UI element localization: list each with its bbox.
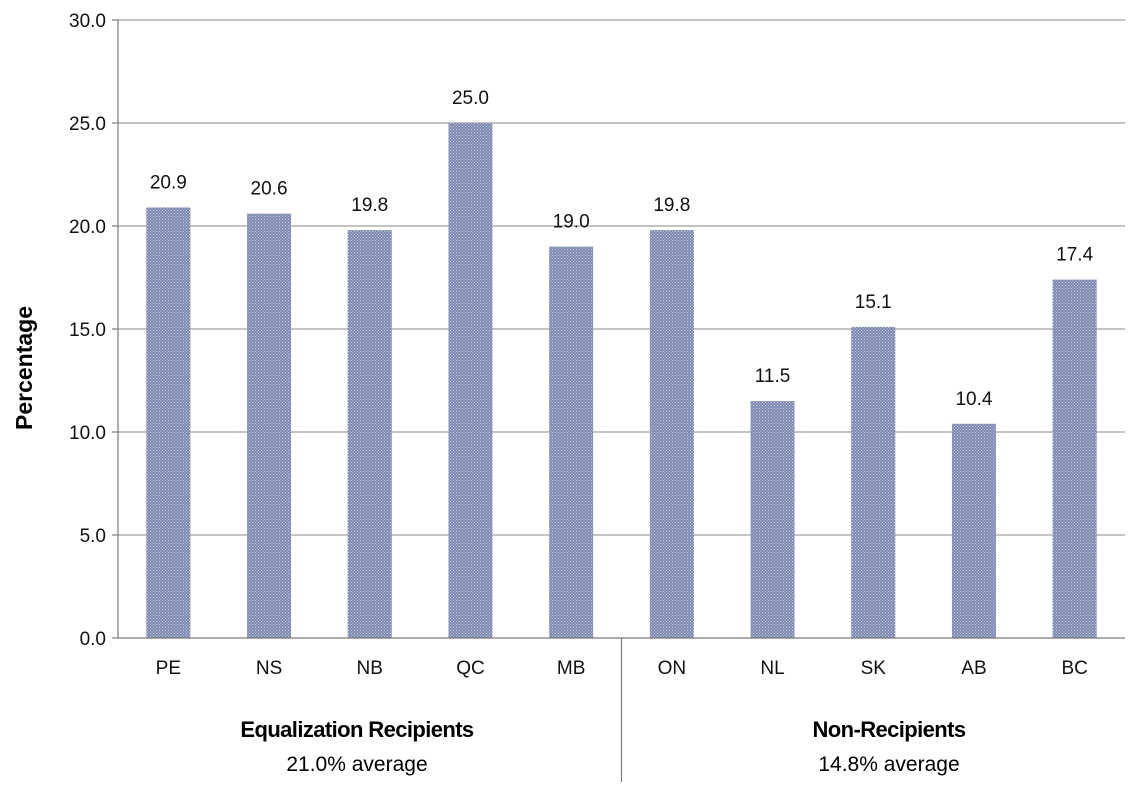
bar-nb (347, 230, 392, 638)
y-tick-label: 30.0 (69, 11, 106, 32)
bar-on (649, 230, 694, 638)
x-tick-label-qc: QC (456, 658, 485, 679)
bar-bc (1052, 279, 1097, 638)
value-label-sk: 15.1 (855, 292, 892, 313)
value-label-nb: 19.8 (351, 195, 388, 216)
x-tick-label-nb: NB (357, 658, 383, 679)
bar-qc (448, 123, 493, 638)
value-label-ns: 20.6 (251, 179, 288, 200)
group-average-recipients: 21.0% average (286, 753, 427, 776)
bars (146, 123, 1097, 638)
value-label-pe: 20.9 (150, 172, 187, 193)
bar-pe (146, 207, 191, 638)
value-label-nl: 11.5 (755, 366, 791, 387)
y-tick-label: 15.0 (69, 320, 106, 341)
x-tick-label-ab: AB (961, 658, 986, 679)
value-label-ab: 10.4 (955, 389, 992, 410)
y-tick-label: 20.0 (69, 217, 106, 238)
y-tick-label: 0.0 (80, 629, 106, 650)
group-average-non-recipients: 14.8% average (818, 753, 959, 776)
group-title-non-recipients: Non-Recipients (813, 717, 966, 742)
y-tick-label: 25.0 (69, 114, 106, 135)
bar-nl (750, 401, 795, 638)
bar-sk (851, 326, 896, 638)
bar-ab (951, 423, 996, 638)
bar-ns (247, 213, 292, 638)
value-label-bc: 17.4 (1056, 245, 1093, 266)
x-tick-label-pe: PE (156, 658, 181, 679)
x-tick-label-sk: SK (861, 658, 887, 679)
x-tick-label-mb: MB (557, 658, 586, 679)
x-tick-label-nl: NL (760, 658, 784, 679)
axes (112, 19, 1125, 782)
group-title-recipients: Equalization Recipients (240, 717, 473, 742)
y-axis-title: Percentage (11, 306, 37, 430)
x-tick-label-on: ON (658, 658, 687, 679)
y-tick-label: 5.0 (80, 526, 106, 547)
y-tick-label: 10.0 (69, 423, 106, 444)
bar-mb (549, 246, 594, 638)
x-tick-label-bc: BC (1061, 658, 1087, 679)
value-label-on: 19.8 (653, 195, 690, 216)
value-label-qc: 25.0 (452, 88, 489, 109)
x-tick-label-ns: NS (256, 658, 282, 679)
value-label-mb: 19.0 (553, 212, 590, 233)
labels: 0.0 5.0 10.0 15.0 20.0 25.0 30.0 20.9 PE 20.6 NS 19… (69, 11, 1094, 679)
